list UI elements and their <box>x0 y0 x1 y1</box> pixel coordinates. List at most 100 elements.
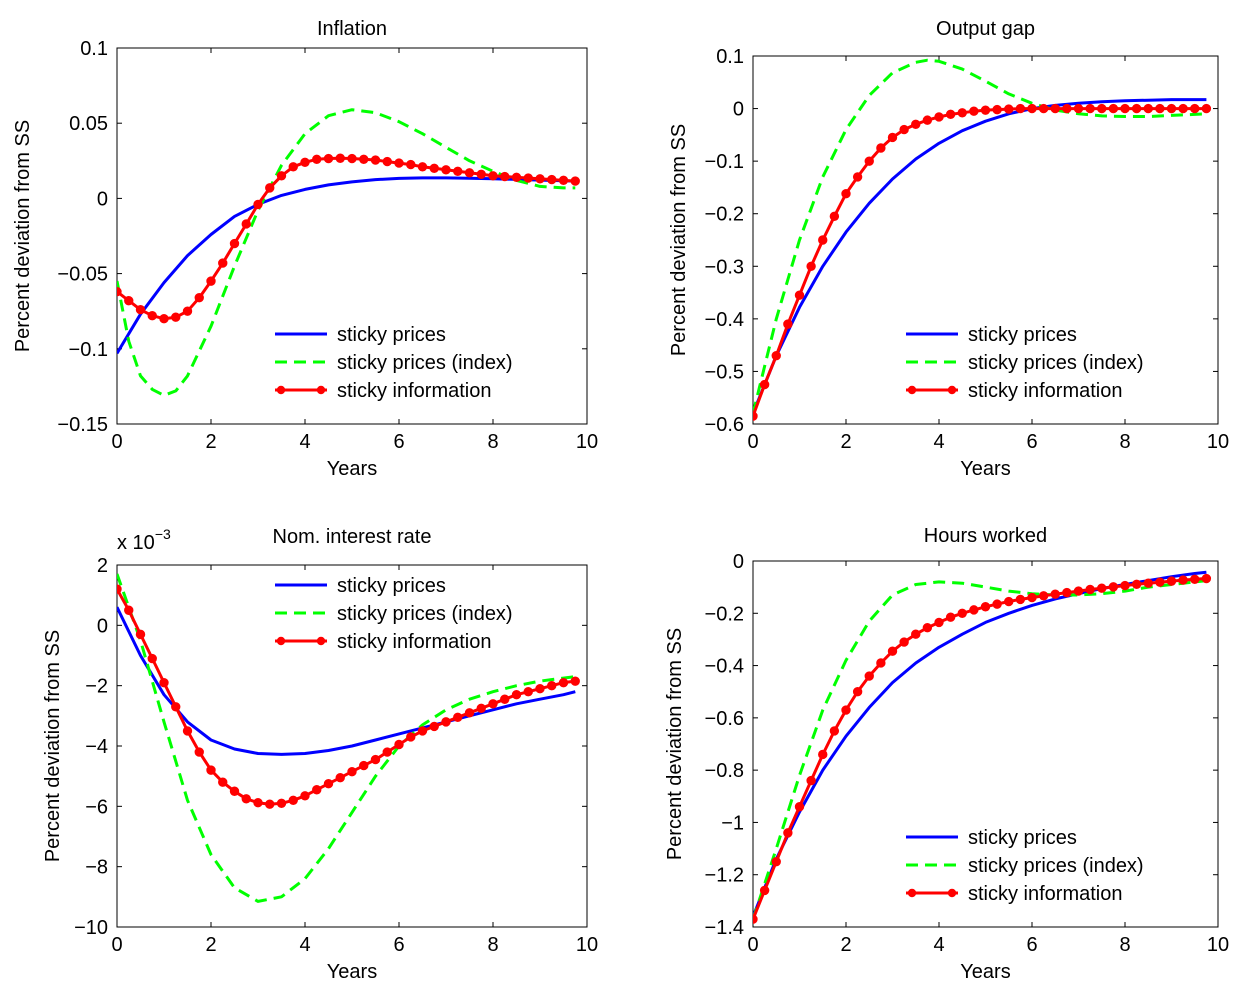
series-point <box>441 165 451 175</box>
series-point <box>818 749 828 760</box>
x-tick-label: 4 <box>933 431 944 453</box>
series-point <box>547 174 557 185</box>
series-point <box>1073 103 1084 114</box>
y-tick-label: −0.2 <box>705 603 744 625</box>
chart-title: Inflation <box>317 18 387 40</box>
series-point <box>511 172 522 183</box>
series-point <box>1085 103 1095 114</box>
series-point <box>265 799 275 809</box>
series-line-2 <box>753 577 1207 920</box>
x-tick-label: 2 <box>840 431 851 453</box>
legend-marker <box>276 636 286 646</box>
series-point <box>182 306 193 316</box>
series-point <box>899 637 909 647</box>
y-tick-label: −1.4 <box>705 917 744 939</box>
x-tick-label: 10 <box>576 934 598 956</box>
series-point <box>876 143 886 153</box>
series-point <box>117 286 122 297</box>
panel-inflation: 0 2 4 6 8 10 −0.15 −0.1 −0.05 0 0.05 0.1 Inflation Ye… <box>12 18 598 480</box>
series-point <box>511 690 522 700</box>
series-point <box>864 671 874 681</box>
series-point <box>969 605 979 615</box>
y-multiplier: x 10−3 <box>117 526 171 554</box>
y-tick-label: −1.2 <box>705 865 744 887</box>
series-point <box>171 312 181 322</box>
y-tick-label: −0.2 <box>705 204 744 226</box>
series-point <box>253 199 263 210</box>
series-point <box>1004 104 1014 114</box>
series-point <box>887 132 898 143</box>
series-point <box>1027 103 1037 114</box>
series-point <box>476 703 486 713</box>
y-tick-label: −2 <box>85 676 108 698</box>
x-tick-label: 8 <box>1119 934 1130 956</box>
series-point <box>476 169 486 180</box>
series-point <box>288 162 298 172</box>
series-point <box>794 802 805 812</box>
series-point <box>500 171 510 182</box>
legend-marker <box>316 385 326 395</box>
series-point <box>429 721 439 732</box>
series-point <box>312 154 322 164</box>
y-axis-label: Percent deviation from SS <box>12 120 34 352</box>
x-axis-label: Years <box>327 458 377 480</box>
series-point <box>300 157 310 168</box>
legend-label: sticky prices (index) <box>337 603 513 625</box>
y-tick-label: −0.6 <box>705 414 744 436</box>
series-point <box>159 677 169 688</box>
y-tick-label: −6 <box>85 796 108 818</box>
x-axis-label: Years <box>327 961 377 983</box>
y-tick-label: −1 <box>721 812 744 834</box>
series-point <box>1143 103 1153 114</box>
series-point <box>464 708 475 718</box>
y-tick-label: 0.05 <box>69 113 108 135</box>
series-point <box>1062 103 1072 114</box>
y-multiplier-base: x 10 <box>117 532 155 554</box>
series-point <box>1108 103 1119 114</box>
series-point <box>570 176 580 186</box>
series-point <box>206 765 216 775</box>
y-tick-label: −0.4 <box>705 309 744 331</box>
series-line-0 <box>117 606 576 756</box>
legend-label: sticky information <box>337 631 492 653</box>
x-tick-label: 10 <box>576 431 598 453</box>
x-tick-label: 2 <box>205 431 216 453</box>
series-point <box>922 622 933 633</box>
series-point <box>547 680 557 691</box>
y-tick-label: −0.8 <box>705 760 744 782</box>
y-tick-label: 0.1 <box>80 38 108 60</box>
y-tick-label: 0 <box>97 615 108 637</box>
legend-marker <box>316 636 326 646</box>
plot-area <box>753 570 1212 924</box>
x-tick-label: 6 <box>1026 431 1037 453</box>
legend-label: sticky information <box>337 380 492 402</box>
x-tick-label: 8 <box>1119 431 1130 453</box>
series-point <box>406 159 416 170</box>
legend: sticky prices sticky prices (index) sticky… <box>275 324 513 402</box>
series-point <box>841 705 851 715</box>
series-point <box>1190 574 1200 584</box>
series-line-0 <box>117 176 576 355</box>
y-axis-label: Percent deviation from SS <box>668 124 690 356</box>
plot-area <box>753 58 1212 421</box>
series-point <box>253 798 263 808</box>
series-point <box>241 219 251 229</box>
series-point <box>1120 580 1130 591</box>
series-point <box>1108 582 1119 592</box>
legend-label: sticky prices <box>337 575 446 597</box>
x-tick-label: 0 <box>747 934 758 956</box>
series-point <box>441 717 451 727</box>
legend-label: sticky prices <box>968 827 1077 849</box>
series-point <box>159 314 169 324</box>
series-point <box>323 153 334 164</box>
legend-marker <box>947 385 957 395</box>
series-point <box>535 683 545 694</box>
y-tick-label: −0.05 <box>57 264 108 286</box>
series-point <box>829 211 840 222</box>
series-point <box>980 105 991 115</box>
y-tick-label: −0.15 <box>57 414 108 436</box>
series-point <box>1201 103 1212 114</box>
series-point <box>194 747 204 757</box>
series-point <box>759 379 770 390</box>
x-tick-label: 6 <box>1026 934 1037 956</box>
